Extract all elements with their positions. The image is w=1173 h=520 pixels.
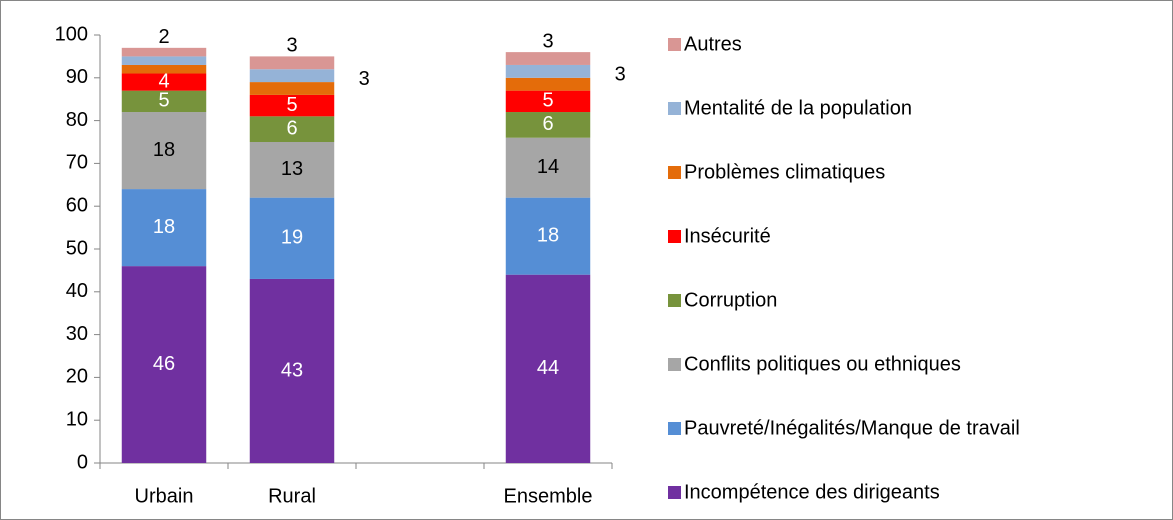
y-tick-label: 90	[66, 66, 88, 88]
data-label: 46	[153, 353, 175, 375]
legend-swatch	[668, 38, 681, 51]
legend-label: Pauvreté/Inégalités/Manque de travail	[684, 417, 1020, 439]
bar-segment	[505, 197, 591, 275]
bar-segment	[505, 90, 591, 113]
x-tick-label: Ensemble	[504, 485, 593, 507]
y-tick-label: 70	[66, 152, 88, 174]
bar-segment	[121, 47, 207, 57]
bar-segment	[249, 56, 335, 70]
bar-segment	[505, 77, 591, 91]
legend-label: Incompétence des dirigeants	[684, 481, 940, 503]
data-label: 19	[281, 227, 303, 249]
bar-segment	[121, 56, 207, 65]
bar-segment	[249, 142, 335, 198]
bar-segment	[249, 278, 335, 463]
legend-swatch	[668, 166, 681, 179]
legend-swatch	[668, 102, 681, 115]
data-label: 5	[542, 90, 553, 112]
bar-segment	[249, 69, 335, 83]
bar-segment	[505, 274, 591, 463]
bar-segment	[249, 197, 335, 279]
legend-swatch	[668, 294, 681, 307]
bar-segment	[505, 64, 591, 78]
legend-swatch	[668, 422, 681, 435]
y-tick-label: 60	[66, 194, 88, 216]
data-label: 43	[281, 359, 303, 381]
legend-label: Autres	[684, 33, 742, 55]
bar-segment	[121, 266, 207, 463]
data-label: 6	[286, 117, 297, 139]
y-tick-label: 80	[66, 109, 88, 131]
legend-swatch	[668, 230, 681, 243]
data-label: 18	[537, 224, 559, 246]
y-tick-label: 30	[66, 323, 88, 345]
y-tick-label: 20	[66, 366, 88, 388]
legend-swatch	[668, 358, 681, 371]
bar-segment	[249, 82, 335, 95]
legend-label: Mentalité de la population	[684, 97, 912, 119]
data-label: 5	[286, 94, 297, 116]
data-label: 4	[158, 70, 169, 92]
legend-label: Conflits politiques ou ethniques	[684, 353, 961, 375]
bar-segment	[121, 64, 207, 74]
y-tick-label: 10	[66, 408, 88, 430]
data-label: 6	[542, 113, 553, 135]
data-label: 18	[153, 216, 175, 238]
bar-segment	[505, 137, 591, 198]
y-tick-label: 40	[66, 280, 88, 302]
bar-segment	[121, 112, 207, 190]
data-label: 3	[286, 35, 297, 57]
bar-segment	[121, 90, 207, 113]
data-label: 44	[537, 357, 559, 379]
data-label: 3	[542, 30, 553, 52]
data-label: 14	[537, 156, 559, 178]
data-label: 3	[615, 64, 626, 86]
legend-label: Insécurité	[684, 225, 771, 247]
bar-segment	[505, 52, 591, 65]
data-label: 2	[158, 26, 169, 48]
bar-segment	[249, 116, 335, 142]
data-label: 18	[153, 139, 175, 161]
data-label: 3	[359, 68, 370, 90]
legend-label: Problèmes climatiques	[684, 161, 885, 183]
y-tick-label: 100	[55, 23, 88, 45]
bar-segment	[121, 189, 207, 267]
data-label: 5	[158, 90, 169, 112]
x-tick-label: Rural	[268, 485, 316, 507]
legend-swatch	[668, 486, 681, 499]
legend-label: Corruption	[684, 289, 777, 311]
x-tick-label: Urbain	[135, 485, 194, 507]
bar-segment	[505, 112, 591, 138]
data-label: 13	[281, 158, 303, 180]
bar-segment	[249, 94, 335, 117]
y-tick-label: 50	[66, 237, 88, 259]
y-tick-label: 0	[77, 451, 88, 473]
bar-segment	[121, 73, 207, 91]
